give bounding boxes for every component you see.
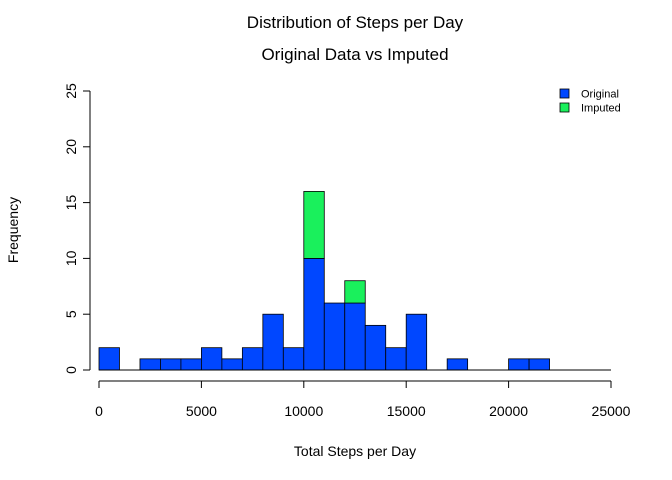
legend: Original Imputed <box>559 88 621 115</box>
x-tick-label-10000: 10000 <box>284 403 323 419</box>
bar-original-11000 <box>323 302 346 371</box>
bar-original-8000 <box>262 313 284 371</box>
bar-original-21000 <box>528 358 550 371</box>
y-tick-label-25: 25 <box>63 83 79 99</box>
bar-original-6000 <box>221 358 243 371</box>
x-tick-label-20000: 20000 <box>489 403 528 419</box>
legend-label-original: Original <box>581 89 619 101</box>
y-tick-label-0: 0 <box>63 366 79 374</box>
legend-swatch-imputed <box>559 102 570 113</box>
legend-label-imputed: Imputed <box>581 103 621 115</box>
bar-imputed-10000 <box>303 191 325 259</box>
x-tick-label-15000: 15000 <box>387 403 426 419</box>
x-tick-label-0: 0 <box>95 403 103 419</box>
chart-subtitle: Original Data vs Imputed <box>261 45 448 64</box>
bar-original-9000 <box>282 347 305 371</box>
x-tick-label-5000: 5000 <box>186 403 217 419</box>
y-tick-label-10: 10 <box>63 250 79 266</box>
axes-group: 0 5000 10000 15000 20000 25000 0 5 10 15 20 25 <box>63 83 631 419</box>
bar-original-12000 <box>344 302 366 371</box>
bar-original-3000 <box>160 358 182 371</box>
bar-original-0 <box>98 347 120 371</box>
bar-original-2000 <box>139 358 161 371</box>
bar-original-4000 <box>180 358 202 371</box>
x-tick-label-25000: 25000 <box>592 403 631 419</box>
x-axis-label: Total Steps per Day <box>294 443 416 459</box>
bars-group <box>98 191 611 371</box>
y-tick-label-5: 5 <box>63 310 79 318</box>
legend-swatch-original <box>559 88 570 99</box>
y-tick-label-20: 20 <box>63 139 79 155</box>
bar-imputed-12000 <box>344 280 366 304</box>
bar-original-7000 <box>241 347 264 371</box>
bar-original-15000 <box>405 313 428 371</box>
y-tick-label-15: 15 <box>63 195 79 211</box>
bar-original-10000 <box>303 257 325 371</box>
bar-original-13000 <box>364 324 387 371</box>
y-axis-label: Frequency <box>5 197 21 263</box>
bar-original-5000 <box>200 347 223 371</box>
bar-original-20000 <box>508 358 530 371</box>
bar-original-14000 <box>385 347 407 371</box>
chart-title: Distribution of Steps per Day <box>247 13 464 32</box>
bar-original-17000 <box>446 358 469 371</box>
